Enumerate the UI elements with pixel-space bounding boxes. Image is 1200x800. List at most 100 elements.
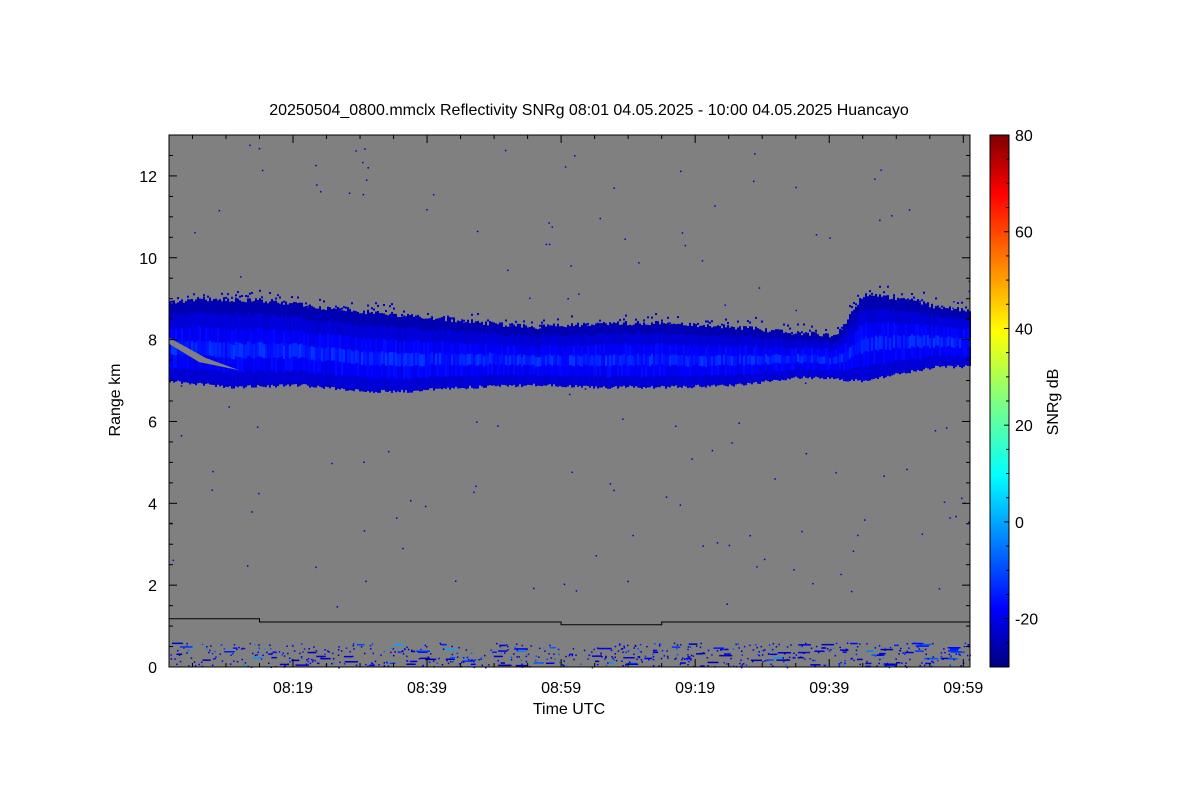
cloud-cell bbox=[401, 316, 403, 330]
cloud-cell bbox=[661, 364, 663, 376]
cloud-cell bbox=[871, 323, 873, 338]
cloud-cell bbox=[205, 327, 207, 343]
clutter-speckle bbox=[224, 651, 235, 653]
cloud-cell bbox=[779, 354, 781, 365]
clutter-speckle bbox=[515, 664, 529, 667]
cloud-cell bbox=[793, 341, 795, 350]
clutter-speckle bbox=[291, 659, 300, 662]
cloud-cell bbox=[863, 310, 865, 326]
noise-speckle bbox=[426, 209, 428, 211]
cloud-cell bbox=[377, 310, 379, 326]
cloud-edge-speckle bbox=[591, 324, 593, 327]
cloud-cell bbox=[945, 327, 947, 339]
cloud-cell bbox=[533, 346, 535, 356]
cloud-cell bbox=[633, 334, 635, 346]
noise-speckle bbox=[316, 184, 318, 186]
clutter-speckle bbox=[530, 645, 532, 647]
cloud-cell bbox=[711, 327, 713, 338]
cloud-cell bbox=[613, 354, 615, 366]
cloud-cell bbox=[927, 335, 929, 347]
clutter-speckle bbox=[481, 664, 483, 667]
cloud-cell bbox=[283, 345, 285, 360]
cloud-cell bbox=[937, 345, 939, 356]
cloud-edge-speckle bbox=[917, 299, 919, 301]
clutter-speckle bbox=[316, 655, 326, 658]
cloud-cell bbox=[431, 351, 433, 365]
cloud-cell bbox=[821, 336, 823, 344]
cloud-cell bbox=[481, 321, 483, 334]
cloud-cell bbox=[669, 355, 671, 367]
clutter-speckle bbox=[688, 656, 691, 658]
cloud-cell bbox=[659, 355, 661, 367]
clutter-speckle bbox=[637, 656, 639, 658]
cloud-cell bbox=[463, 333, 465, 345]
clutter-speckle bbox=[917, 643, 932, 646]
cloud-cell bbox=[199, 368, 201, 383]
cloud-cell bbox=[755, 326, 757, 337]
noise-speckle bbox=[731, 442, 733, 444]
cloud-cell bbox=[847, 339, 849, 351]
cloud-cell bbox=[209, 311, 211, 327]
cloud-cell bbox=[963, 347, 965, 358]
noise-speckle bbox=[363, 461, 365, 463]
cloud-cell bbox=[275, 343, 277, 359]
cloud-cell bbox=[399, 379, 401, 393]
cloud-cell bbox=[797, 346, 799, 355]
cloud-cell bbox=[723, 364, 725, 376]
cloud-cell bbox=[455, 375, 457, 387]
cloud-cell bbox=[905, 323, 907, 337]
cloud-cell bbox=[545, 326, 547, 337]
cloud-cell bbox=[577, 375, 579, 387]
clutter-speckle bbox=[949, 648, 959, 650]
cloud-cell bbox=[797, 331, 799, 340]
cloud-edge-speckle bbox=[367, 304, 369, 307]
cloud-cell bbox=[865, 365, 867, 381]
cloud-cell bbox=[605, 376, 607, 388]
cloud-cell bbox=[657, 375, 659, 388]
clutter-speckle bbox=[436, 662, 438, 664]
cloud-cell bbox=[669, 345, 671, 357]
cloud-cell bbox=[953, 338, 955, 349]
cloud-cell bbox=[667, 343, 669, 355]
clutter-speckle bbox=[614, 656, 616, 658]
cloud-cell bbox=[667, 333, 669, 345]
clutter-speckle bbox=[737, 643, 739, 645]
clutter-speckle bbox=[681, 658, 683, 661]
clutter-speckle bbox=[292, 645, 294, 647]
cloud-cell bbox=[657, 364, 659, 377]
cloud-edge-speckle bbox=[505, 319, 507, 322]
clutter-speckle bbox=[762, 649, 765, 652]
cloud-cell bbox=[367, 309, 369, 324]
cloud-cell bbox=[203, 370, 205, 386]
cloud-cell bbox=[497, 344, 499, 356]
clutter-speckle bbox=[369, 664, 375, 667]
clutter-speckle bbox=[695, 645, 698, 647]
cloud-cell bbox=[293, 370, 295, 385]
cloud-edge-speckle bbox=[883, 291, 885, 294]
cloud-cell bbox=[521, 337, 523, 348]
cloud-cell bbox=[877, 323, 879, 339]
cloud-cell bbox=[513, 364, 515, 376]
clutter-speckle bbox=[652, 649, 658, 652]
cloud-cell bbox=[755, 335, 757, 346]
cloud-cell bbox=[483, 376, 485, 388]
cloud-cell bbox=[669, 335, 671, 347]
cloud-cell bbox=[961, 347, 963, 359]
clutter-speckle bbox=[777, 652, 791, 654]
cloud-cell bbox=[339, 348, 341, 363]
cloud-cell bbox=[611, 323, 613, 335]
cloud-cell bbox=[289, 344, 291, 359]
cloud-cell bbox=[177, 302, 179, 316]
cloud-cell bbox=[563, 326, 565, 338]
cloud-cell bbox=[269, 344, 271, 360]
cloud-cell bbox=[561, 366, 563, 377]
colorbar-label: SNRg dB bbox=[1045, 369, 1062, 436]
cloud-cell bbox=[943, 316, 945, 327]
cloud-edge-speckle bbox=[837, 327, 839, 329]
cloud-cell bbox=[929, 348, 931, 360]
noise-speckle bbox=[681, 232, 684, 234]
cloud-cell bbox=[825, 340, 827, 349]
cloud-cell bbox=[919, 314, 921, 327]
cloud-cell bbox=[299, 316, 301, 331]
cloud-cell bbox=[867, 338, 869, 353]
